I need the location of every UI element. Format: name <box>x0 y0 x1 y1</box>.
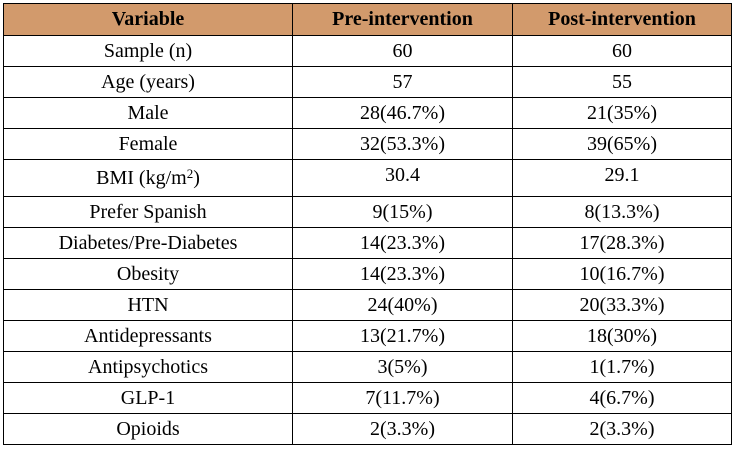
table-body: Sample (n) 60 60 Age (years) 57 55 Male … <box>3 35 732 445</box>
header-pre-intervention: Pre-intervention <box>292 3 513 36</box>
header-variable: Variable <box>3 3 293 36</box>
pre-cell: 7(11.7%) <box>292 382 513 414</box>
table-row: HTN 24(40%) 20(33.3%) <box>3 289 732 321</box>
variable-cell: Age (years) <box>3 66 293 98</box>
pre-cell: 24(40%) <box>292 289 513 321</box>
table-row: GLP-1 7(11.7%) 4(6.7%) <box>3 382 732 414</box>
pre-cell: 28(46.7%) <box>292 97 513 129</box>
post-cell: 1(1.7%) <box>512 351 732 383</box>
table-row: Diabetes/Pre-Diabetes 14(23.3%) 17(28.3%… <box>3 227 732 259</box>
pre-cell: 57 <box>292 66 513 98</box>
pre-cell: 2(3.3%) <box>292 413 513 445</box>
variable-cell: Male <box>3 97 293 129</box>
table-row: Age (years) 57 55 <box>3 66 732 98</box>
variable-cell: Sample (n) <box>3 35 293 67</box>
variable-cell: Antipsychotics <box>3 351 293 383</box>
header-row: Variable Pre-intervention Post-intervent… <box>3 3 732 36</box>
post-cell: 10(16.7%) <box>512 258 732 290</box>
variable-cell: Obesity <box>3 258 293 290</box>
post-cell: 29.1 <box>512 159 732 197</box>
table-row: Prefer Spanish 9(15%) 8(13.3%) <box>3 196 732 228</box>
bmi-label-suffix: ) <box>193 167 200 189</box>
post-cell: 8(13.3%) <box>512 196 732 228</box>
pre-cell: 3(5%) <box>292 351 513 383</box>
table-row: Antipsychotics 3(5%) 1(1.7%) <box>3 351 732 383</box>
variable-cell: Female <box>3 128 293 160</box>
table-row: BMI (kg/m2) 30.4 29.1 <box>3 159 732 197</box>
table-row: Obesity 14(23.3%) 10(16.7%) <box>3 258 732 290</box>
bmi-label: BMI (kg/m <box>96 167 187 189</box>
table-row: Male 28(46.7%) 21(35%) <box>3 97 732 129</box>
pre-cell: 14(23.3%) <box>292 258 513 290</box>
pre-cell: 9(15%) <box>292 196 513 228</box>
post-cell: 60 <box>512 35 732 67</box>
bmi-superscript: 2 <box>186 166 194 181</box>
table-row: Sample (n) 60 60 <box>3 35 732 67</box>
data-table: Variable Pre-intervention Post-intervent… <box>3 3 732 445</box>
variable-cell: BMI (kg/m2) <box>3 159 293 197</box>
pre-cell: 13(21.7%) <box>292 320 513 352</box>
pre-cell: 32(53.3%) <box>292 128 513 160</box>
post-cell: 55 <box>512 66 732 98</box>
post-cell: 17(28.3%) <box>512 227 732 259</box>
variable-cell: Antidepressants <box>3 320 293 352</box>
pre-cell: 14(23.3%) <box>292 227 513 259</box>
pre-cell: 30.4 <box>292 159 513 197</box>
table-row: Female 32(53.3%) 39(65%) <box>3 128 732 160</box>
pre-cell: 60 <box>292 35 513 67</box>
post-cell: 2(3.3%) <box>512 413 732 445</box>
post-cell: 21(35%) <box>512 97 732 129</box>
variable-cell: GLP-1 <box>3 382 293 414</box>
post-cell: 39(65%) <box>512 128 732 160</box>
header-post-intervention: Post-intervention <box>512 3 732 36</box>
post-cell: 4(6.7%) <box>512 382 732 414</box>
table-header: Variable Pre-intervention Post-intervent… <box>3 3 732 36</box>
variable-cell: Diabetes/Pre-Diabetes <box>3 227 293 259</box>
variable-cell: Prefer Spanish <box>3 196 293 228</box>
table-row: Opioids 2(3.3%) 2(3.3%) <box>3 413 732 445</box>
table-row: Antidepressants 13(21.7%) 18(30%) <box>3 320 732 352</box>
variable-cell: Opioids <box>3 413 293 445</box>
post-cell: 20(33.3%) <box>512 289 732 321</box>
variable-cell: HTN <box>3 289 293 321</box>
post-cell: 18(30%) <box>512 320 732 352</box>
